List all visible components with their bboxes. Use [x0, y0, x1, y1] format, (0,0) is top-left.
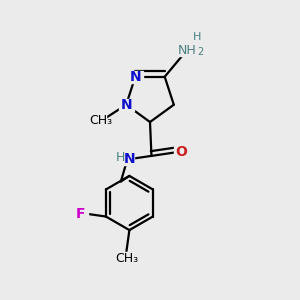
Text: N: N [124, 152, 136, 166]
Bar [174, 146, 188, 158]
Bar [74, 208, 88, 220]
Text: 2: 2 [197, 47, 203, 57]
Text: CH₃: CH₃ [115, 252, 138, 265]
Bar [119, 99, 134, 111]
Text: F: F [75, 207, 85, 220]
Bar [178, 38, 207, 56]
Text: H: H [193, 32, 201, 42]
Text: N: N [120, 98, 132, 112]
Text: H: H [115, 151, 125, 164]
Bar [113, 154, 134, 165]
Bar [82, 115, 106, 127]
Text: O: O [175, 146, 187, 159]
Text: CH₃: CH₃ [90, 114, 113, 128]
Text: N: N [130, 70, 141, 84]
Text: NH: NH [177, 44, 196, 57]
Bar [113, 252, 140, 264]
Bar [128, 71, 143, 82]
